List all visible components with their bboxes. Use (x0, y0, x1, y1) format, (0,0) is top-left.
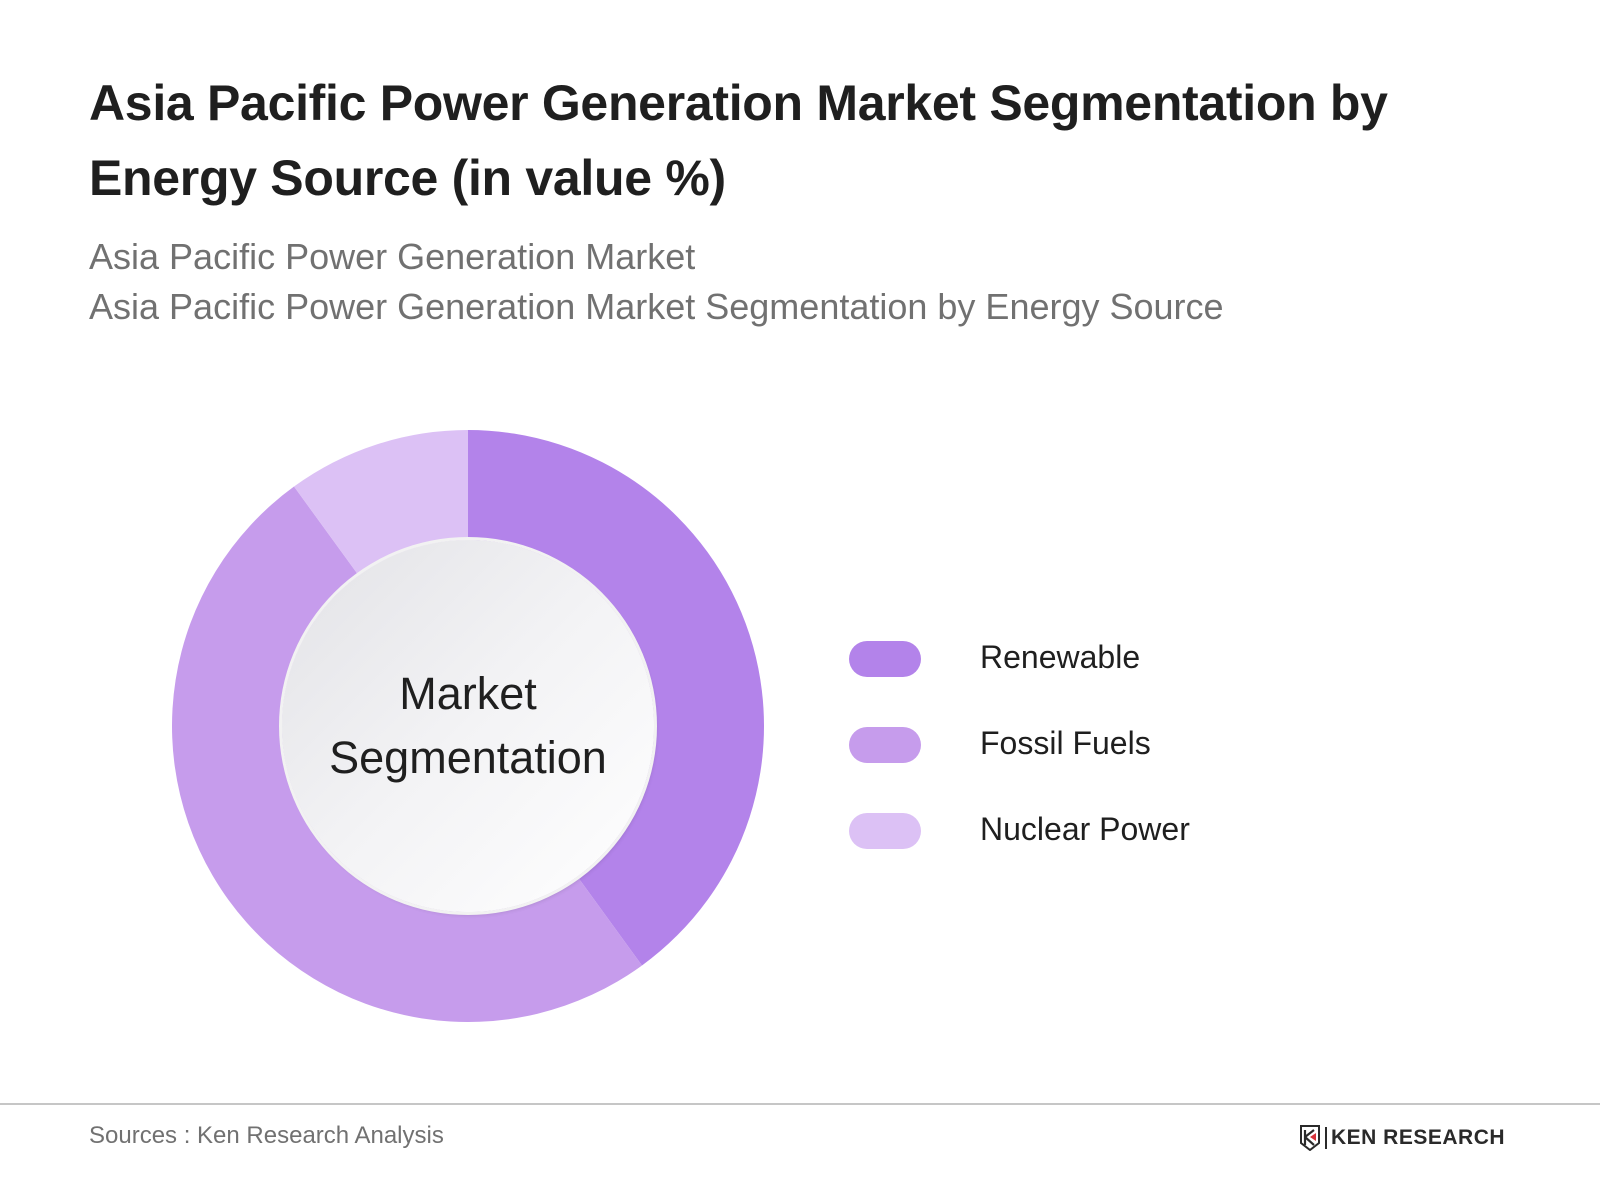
sources-note: Sources : Ken Research Analysis (89, 1122, 444, 1149)
legend-swatch-renewable (849, 641, 921, 677)
chart-subtitle: Asia Pacific Power Generation Market Asi… (89, 232, 1224, 332)
ken-research-logo: KEN RESEARCH (1300, 1124, 1505, 1152)
legend-label-fossil-fuels: Fossil Fuels (980, 725, 1151, 761)
legend-item-renewable: Renewable (849, 639, 1140, 727)
donut-chart: Market Segmentation (172, 430, 764, 1022)
ken-research-shield-icon (1300, 1125, 1320, 1151)
legend-swatch-nuclear-power (849, 813, 921, 849)
donut-segment-fossil-fuels (172, 486, 642, 1022)
logo-separator (1325, 1127, 1327, 1149)
center-label-line-1: Market (399, 668, 537, 719)
legend-item-nuclear-power: Nuclear Power (849, 811, 1190, 899)
chart-legend: Renewable Fossil Fuels Nuclear Power (849, 639, 1190, 899)
footer-divider (0, 1103, 1600, 1105)
legend-item-fossil-fuels: Fossil Fuels (849, 725, 1151, 813)
subtitle-line-2: Asia Pacific Power Generation Market Seg… (89, 286, 1224, 327)
legend-label-renewable: Renewable (980, 639, 1141, 675)
subtitle-line-1: Asia Pacific Power Generation Market (89, 236, 696, 277)
donut-svg (172, 430, 764, 1022)
logo-text: KEN RESEARCH (1331, 1126, 1506, 1149)
center-label-line-2: Segmentation (329, 732, 607, 783)
legend-swatch-fossil-fuels (849, 727, 921, 763)
donut-segment-nuclear-power (294, 430, 468, 576)
chart-title: Asia Pacific Power Generation Market Seg… (89, 75, 1388, 206)
donut-segment-renewable (468, 430, 764, 966)
donut-center-label: Market Segmentation (282, 540, 654, 912)
legend-label-nuclear-power: Nuclear Power (980, 811, 1190, 847)
